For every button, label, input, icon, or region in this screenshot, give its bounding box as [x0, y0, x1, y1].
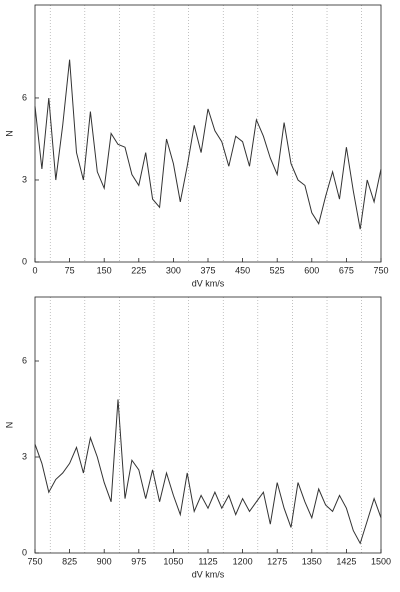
x-tick-label: 900	[97, 556, 112, 566]
x-tick-label: 825	[62, 556, 77, 566]
x-tick-label: 225	[131, 265, 146, 275]
x-tick-label: 750	[373, 265, 388, 275]
x-axis-label: dV km/s	[192, 278, 225, 288]
data-line	[34, 399, 382, 545]
x-tick-label: 1050	[163, 556, 183, 566]
x-tick-label: 600	[304, 265, 319, 275]
plot-frame	[34, 296, 382, 554]
y-axis-label: N	[4, 130, 14, 137]
x-tick-label: 1500	[371, 556, 391, 566]
y-tick-label: 0	[22, 256, 27, 266]
x-tick-label: 1275	[267, 556, 287, 566]
x-tick-label: 300	[166, 265, 181, 275]
x-tick-label: 1350	[302, 556, 322, 566]
x-tick-label: 675	[339, 265, 354, 275]
y-tick-label: 6	[22, 92, 27, 102]
data-line	[34, 59, 382, 230]
x-tick-label: 0	[32, 265, 37, 275]
x-tick-label: 525	[270, 265, 285, 275]
x-tick-label: 975	[131, 556, 146, 566]
y-tick-label: 0	[22, 547, 27, 557]
y-axis-label: N	[4, 422, 14, 429]
x-tick-label: 450	[235, 265, 250, 275]
x-tick-label: 750	[27, 556, 42, 566]
x-tick-label: 1125	[198, 556, 217, 566]
x-tick-label: 150	[97, 265, 112, 275]
x-tick-label: 1425	[336, 556, 356, 566]
x-axis-label: dV km/s	[192, 569, 225, 579]
y-tick-label: 6	[22, 355, 27, 365]
x-tick-label: 1200	[233, 556, 253, 566]
x-tick-label: 75	[65, 265, 75, 275]
y-tick-label: 3	[22, 451, 27, 461]
x-tick-label: 375	[200, 265, 215, 275]
y-tick-label: 3	[22, 174, 27, 184]
plot-frame	[34, 4, 382, 263]
